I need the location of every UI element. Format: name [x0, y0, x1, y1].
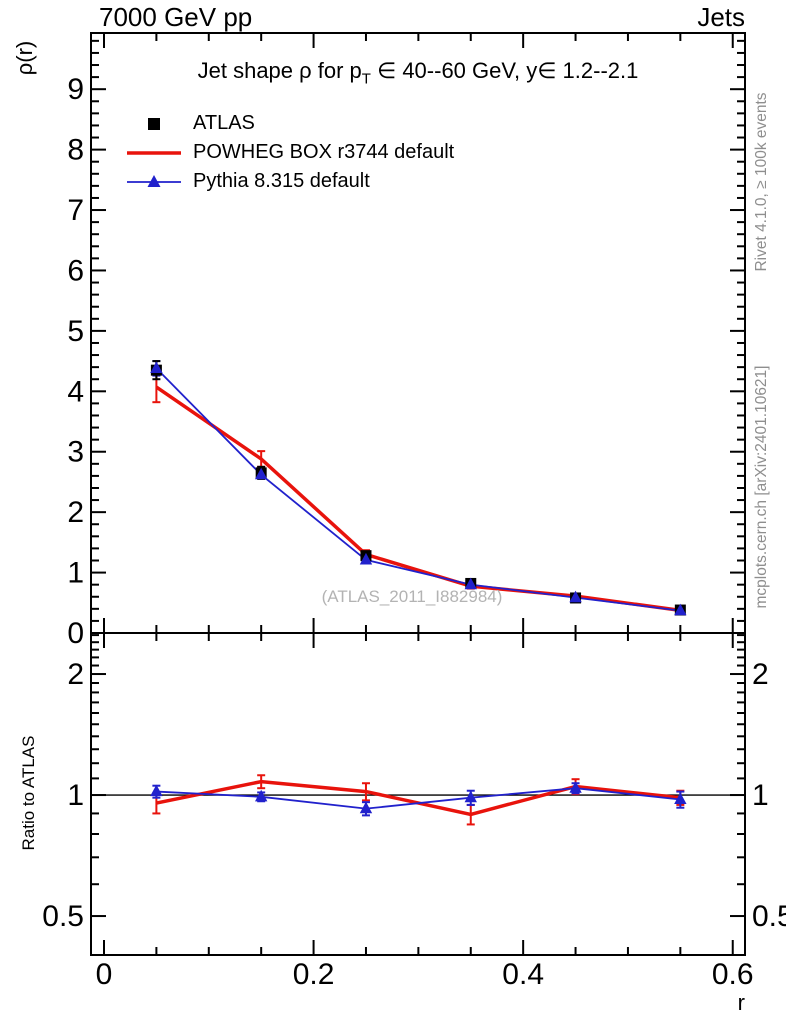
svg-text:8: 8: [67, 134, 84, 167]
errors-main: [152, 360, 685, 613]
legend-label: Pythia 8.315 default: [193, 170, 370, 192]
line-ratio: [156, 787, 681, 810]
y-axis-label-ratio: Ratio to ATLAS: [19, 735, 38, 851]
process-label: Jets: [697, 2, 745, 32]
svg-text:0.5: 0.5: [42, 900, 84, 933]
svg-text:1: 1: [752, 779, 769, 812]
svg-text:7: 7: [67, 194, 84, 227]
tick-labels: 0 1 2 3 4 5 6 7 8 9 0 0.2 0.4 0.6 0.5 0.5 1 1 2 2: [42, 73, 786, 991]
legend: ATLAS POWHEG BOX r3744 default Pythia 8.31…: [125, 109, 454, 196]
svg-text:3: 3: [67, 436, 84, 469]
mc-line-icon: [127, 150, 181, 155]
plot-title: Jet shape ρ for pT ∈ 40--60 GeV, y∈ 1.2-…: [91, 58, 745, 87]
svg-text:0.2: 0.2: [293, 958, 335, 991]
mcplots-arxiv-note: mcplots.cern.ch [arXiv:2401.10621]: [753, 365, 770, 609]
panel-ratio: [150, 774, 687, 826]
legend-item: ATLAS: [125, 109, 454, 138]
errors-main: [152, 360, 685, 613]
plot-title-part1: Jet shape ρ for p: [197, 58, 362, 83]
svg-text:2: 2: [67, 658, 84, 691]
beam-energy-label: 7000 GeV pp: [99, 2, 253, 32]
markers-main: [150, 361, 687, 616]
svg-text:0.6: 0.6: [712, 958, 754, 991]
rivet-version-note: Rivet 4.1.0, ≥ 100k events: [753, 92, 770, 272]
svg-text:9: 9: [67, 73, 84, 106]
markers-ratio: [150, 781, 687, 814]
svg-text:0.4: 0.4: [502, 958, 544, 991]
svg-text:6: 6: [67, 254, 84, 287]
svg-text:5: 5: [67, 315, 84, 348]
line-main: [155, 367, 681, 612]
line-main: [155, 385, 681, 613]
svg-text:0: 0: [96, 958, 113, 991]
plot-title-part2: ∈ 40--60 GeV, y∈ 1.2--2.1: [370, 58, 639, 83]
legend-label: ATLAS: [193, 112, 255, 134]
legend-item: POWHEG BOX r3744 default: [125, 138, 454, 167]
axis-ticks: [91, 33, 745, 955]
ratio-frame: [90, 632, 746, 956]
svg-text:0: 0: [67, 617, 84, 650]
line-ratio: [156, 779, 681, 817]
svg-text:1: 1: [67, 779, 84, 812]
legend-item: Pythia 8.315 default: [125, 167, 454, 196]
svg-text:2: 2: [67, 496, 84, 529]
mc-line-icon: [127, 174, 181, 187]
svg-text:2: 2: [752, 658, 769, 691]
errors-main: [152, 370, 685, 613]
analysis-id-watermark: (ATLAS_2011_I882984): [321, 587, 503, 606]
x-axis-label: r: [737, 990, 745, 1015]
svg-text:1: 1: [67, 557, 84, 590]
plot-title-subscript: T: [361, 70, 371, 88]
svg-text:0.5: 0.5: [752, 900, 786, 933]
panel-main: [150, 360, 687, 616]
data-marker-icon: [148, 117, 160, 130]
markers-main: [150, 364, 686, 616]
errors-ratio: [152, 774, 685, 826]
legend-label: POWHEG BOX r3744 default: [193, 141, 455, 163]
svg-text:4: 4: [67, 375, 84, 408]
y-axis-label-main: ρ(r): [12, 40, 37, 76]
